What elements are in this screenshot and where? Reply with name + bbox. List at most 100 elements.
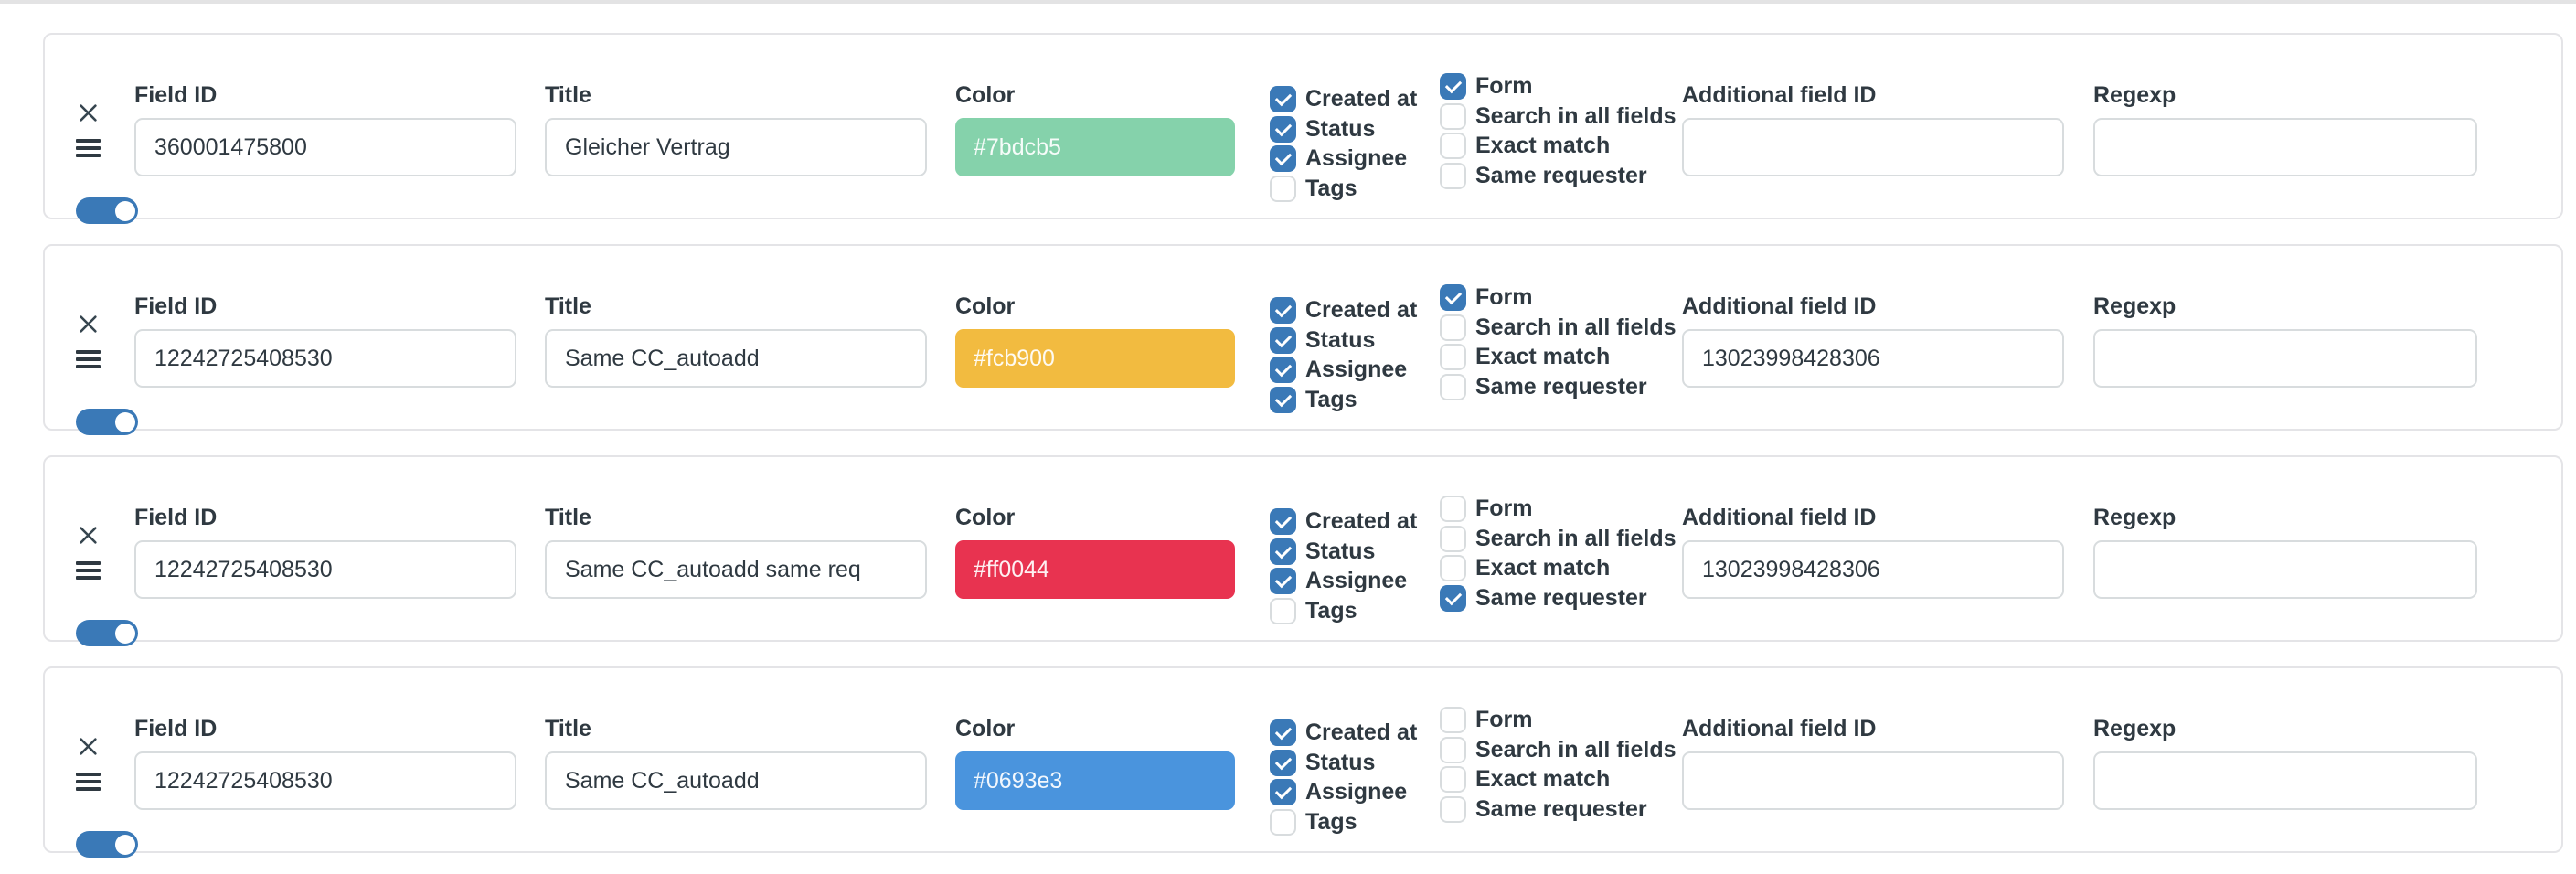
created-at-checkbox-label: Created at (1305, 297, 1418, 323)
form-checkbox-label: Form (1475, 284, 1533, 310)
exact-match-checkbox[interactable] (1440, 133, 1466, 159)
status-checkbox[interactable] (1270, 749, 1296, 776)
title-input[interactable] (545, 540, 927, 599)
close-icon (80, 738, 97, 755)
form-checkbox[interactable] (1440, 284, 1466, 311)
checkbox-row-same-requester: Same requester (1440, 373, 1655, 400)
exact-match-checkbox[interactable] (1440, 555, 1466, 581)
assignee-checkbox[interactable] (1270, 145, 1296, 172)
color-input[interactable] (955, 329, 1235, 388)
additional-field-id-input[interactable] (1682, 118, 2064, 176)
drag-handle[interactable] (76, 350, 101, 368)
same-requester-checkbox[interactable] (1440, 162, 1466, 189)
rule-enabled-toggle[interactable] (76, 197, 138, 224)
form-checkbox[interactable] (1440, 496, 1466, 522)
checkbox-row-form: Form (1440, 496, 1655, 522)
additional-field-id-input[interactable] (1682, 329, 2064, 388)
checkbox-row-created-at: Created at (1270, 508, 1417, 535)
tags-checkbox[interactable] (1270, 597, 1296, 624)
rule-actions (76, 35, 109, 157)
color-input[interactable] (955, 540, 1235, 599)
search-in-all-fields-checkbox[interactable] (1440, 736, 1466, 763)
same-requester-checkbox[interactable] (1440, 795, 1466, 823)
search-in-all-fields-checkbox[interactable] (1440, 102, 1466, 130)
drag-handle-icon (76, 773, 101, 776)
status-checkbox[interactable] (1270, 115, 1296, 143)
checkbox-row-assignee: Assignee (1270, 779, 1407, 805)
created-at-checkbox[interactable] (1270, 297, 1296, 324)
title-group: Title (545, 35, 927, 176)
rule-enabled-toggle[interactable] (76, 620, 138, 646)
status-checkbox[interactable] (1270, 326, 1296, 354)
status-checkbox[interactable] (1270, 538, 1296, 565)
created-at-checkbox[interactable] (1270, 86, 1296, 112)
regexp-input[interactable] (2093, 540, 2477, 599)
checkbox-row-same-requester: Same requester (1440, 162, 1655, 189)
additional-field-id-label: Additional field ID (1682, 293, 1877, 319)
drag-handle[interactable] (76, 139, 101, 157)
color-input[interactable] (955, 751, 1235, 810)
same-requester-checkbox[interactable] (1440, 373, 1466, 400)
assignee-checkbox[interactable] (1270, 357, 1296, 383)
exact-match-checkbox[interactable] (1440, 344, 1466, 370)
same-requester-checkbox-label: Same requester (1475, 584, 1647, 611)
regexp-group: Regexp (2093, 668, 2477, 810)
form-checkbox[interactable] (1440, 73, 1466, 100)
field-id-input[interactable] (134, 751, 516, 810)
ticket-fields-checkbox-group: Created at Status Assignee Tags (1270, 35, 1417, 205)
search-in-all-fields-checkbox[interactable] (1440, 525, 1466, 552)
color-group: Color (955, 457, 1235, 599)
close-icon (80, 315, 97, 333)
rule-enabled-toggle[interactable] (76, 409, 138, 435)
drag-handle[interactable] (76, 561, 101, 580)
tags-checkbox-label: Tags (1305, 175, 1357, 201)
created-at-checkbox-label: Created at (1305, 508, 1418, 534)
remove-rule-button[interactable] (76, 312, 101, 336)
match-options-checkbox-group: Form Search in all fields Exact match Sa… (1440, 457, 1677, 614)
regexp-input[interactable] (2093, 118, 2477, 176)
exact-match-checkbox[interactable] (1440, 766, 1466, 793)
created-at-checkbox[interactable] (1270, 719, 1296, 746)
close-icon (80, 104, 97, 122)
remove-rule-button[interactable] (76, 734, 101, 759)
title-input[interactable] (545, 329, 927, 388)
field-id-input[interactable] (134, 118, 516, 176)
remove-rule-button[interactable] (76, 101, 101, 125)
drag-handle[interactable] (76, 773, 101, 791)
assignee-checkbox[interactable] (1270, 568, 1296, 594)
tags-checkbox[interactable] (1270, 808, 1296, 836)
title-input[interactable] (545, 118, 927, 176)
title-input[interactable] (545, 751, 927, 810)
checkbox-row-search-in-all-fields: Search in all fields (1440, 314, 1677, 341)
toggle-knob (114, 411, 135, 432)
ticket-fields-checkbox-group: Created at Status Assignee Tags (1270, 457, 1417, 627)
tags-checkbox[interactable] (1270, 175, 1296, 202)
tags-checkbox-label: Tags (1305, 808, 1357, 835)
form-checkbox[interactable] (1440, 707, 1466, 733)
search-in-all-fields-checkbox-label: Search in all fields (1475, 736, 1677, 762)
drag-handle-icon (76, 139, 101, 143)
regexp-input[interactable] (2093, 329, 2477, 388)
rule-enabled-toggle[interactable] (76, 831, 138, 858)
additional-field-id-input[interactable] (1682, 751, 2064, 810)
additional-field-id-group: Additional field ID (1682, 668, 2064, 810)
field-id-input[interactable] (134, 540, 516, 599)
color-group: Color (955, 668, 1235, 810)
field-id-input[interactable] (134, 329, 516, 388)
remove-rule-button[interactable] (76, 523, 101, 548)
created-at-checkbox[interactable] (1270, 508, 1296, 535)
color-label: Color (955, 505, 1016, 530)
regexp-group: Regexp (2093, 457, 2477, 599)
tags-checkbox[interactable] (1270, 386, 1296, 413)
title-label: Title (545, 716, 591, 741)
color-input[interactable] (955, 118, 1235, 176)
close-icon (80, 527, 97, 544)
assignee-checkbox[interactable] (1270, 779, 1296, 805)
created-at-checkbox-label: Created at (1305, 719, 1418, 745)
created-at-checkbox-label: Created at (1305, 86, 1418, 112)
search-in-all-fields-checkbox[interactable] (1440, 314, 1466, 341)
regexp-input[interactable] (2093, 751, 2477, 810)
additional-field-id-input[interactable] (1682, 540, 2064, 599)
same-requester-checkbox[interactable] (1440, 584, 1466, 612)
checkbox-row-assignee: Assignee (1270, 357, 1407, 383)
